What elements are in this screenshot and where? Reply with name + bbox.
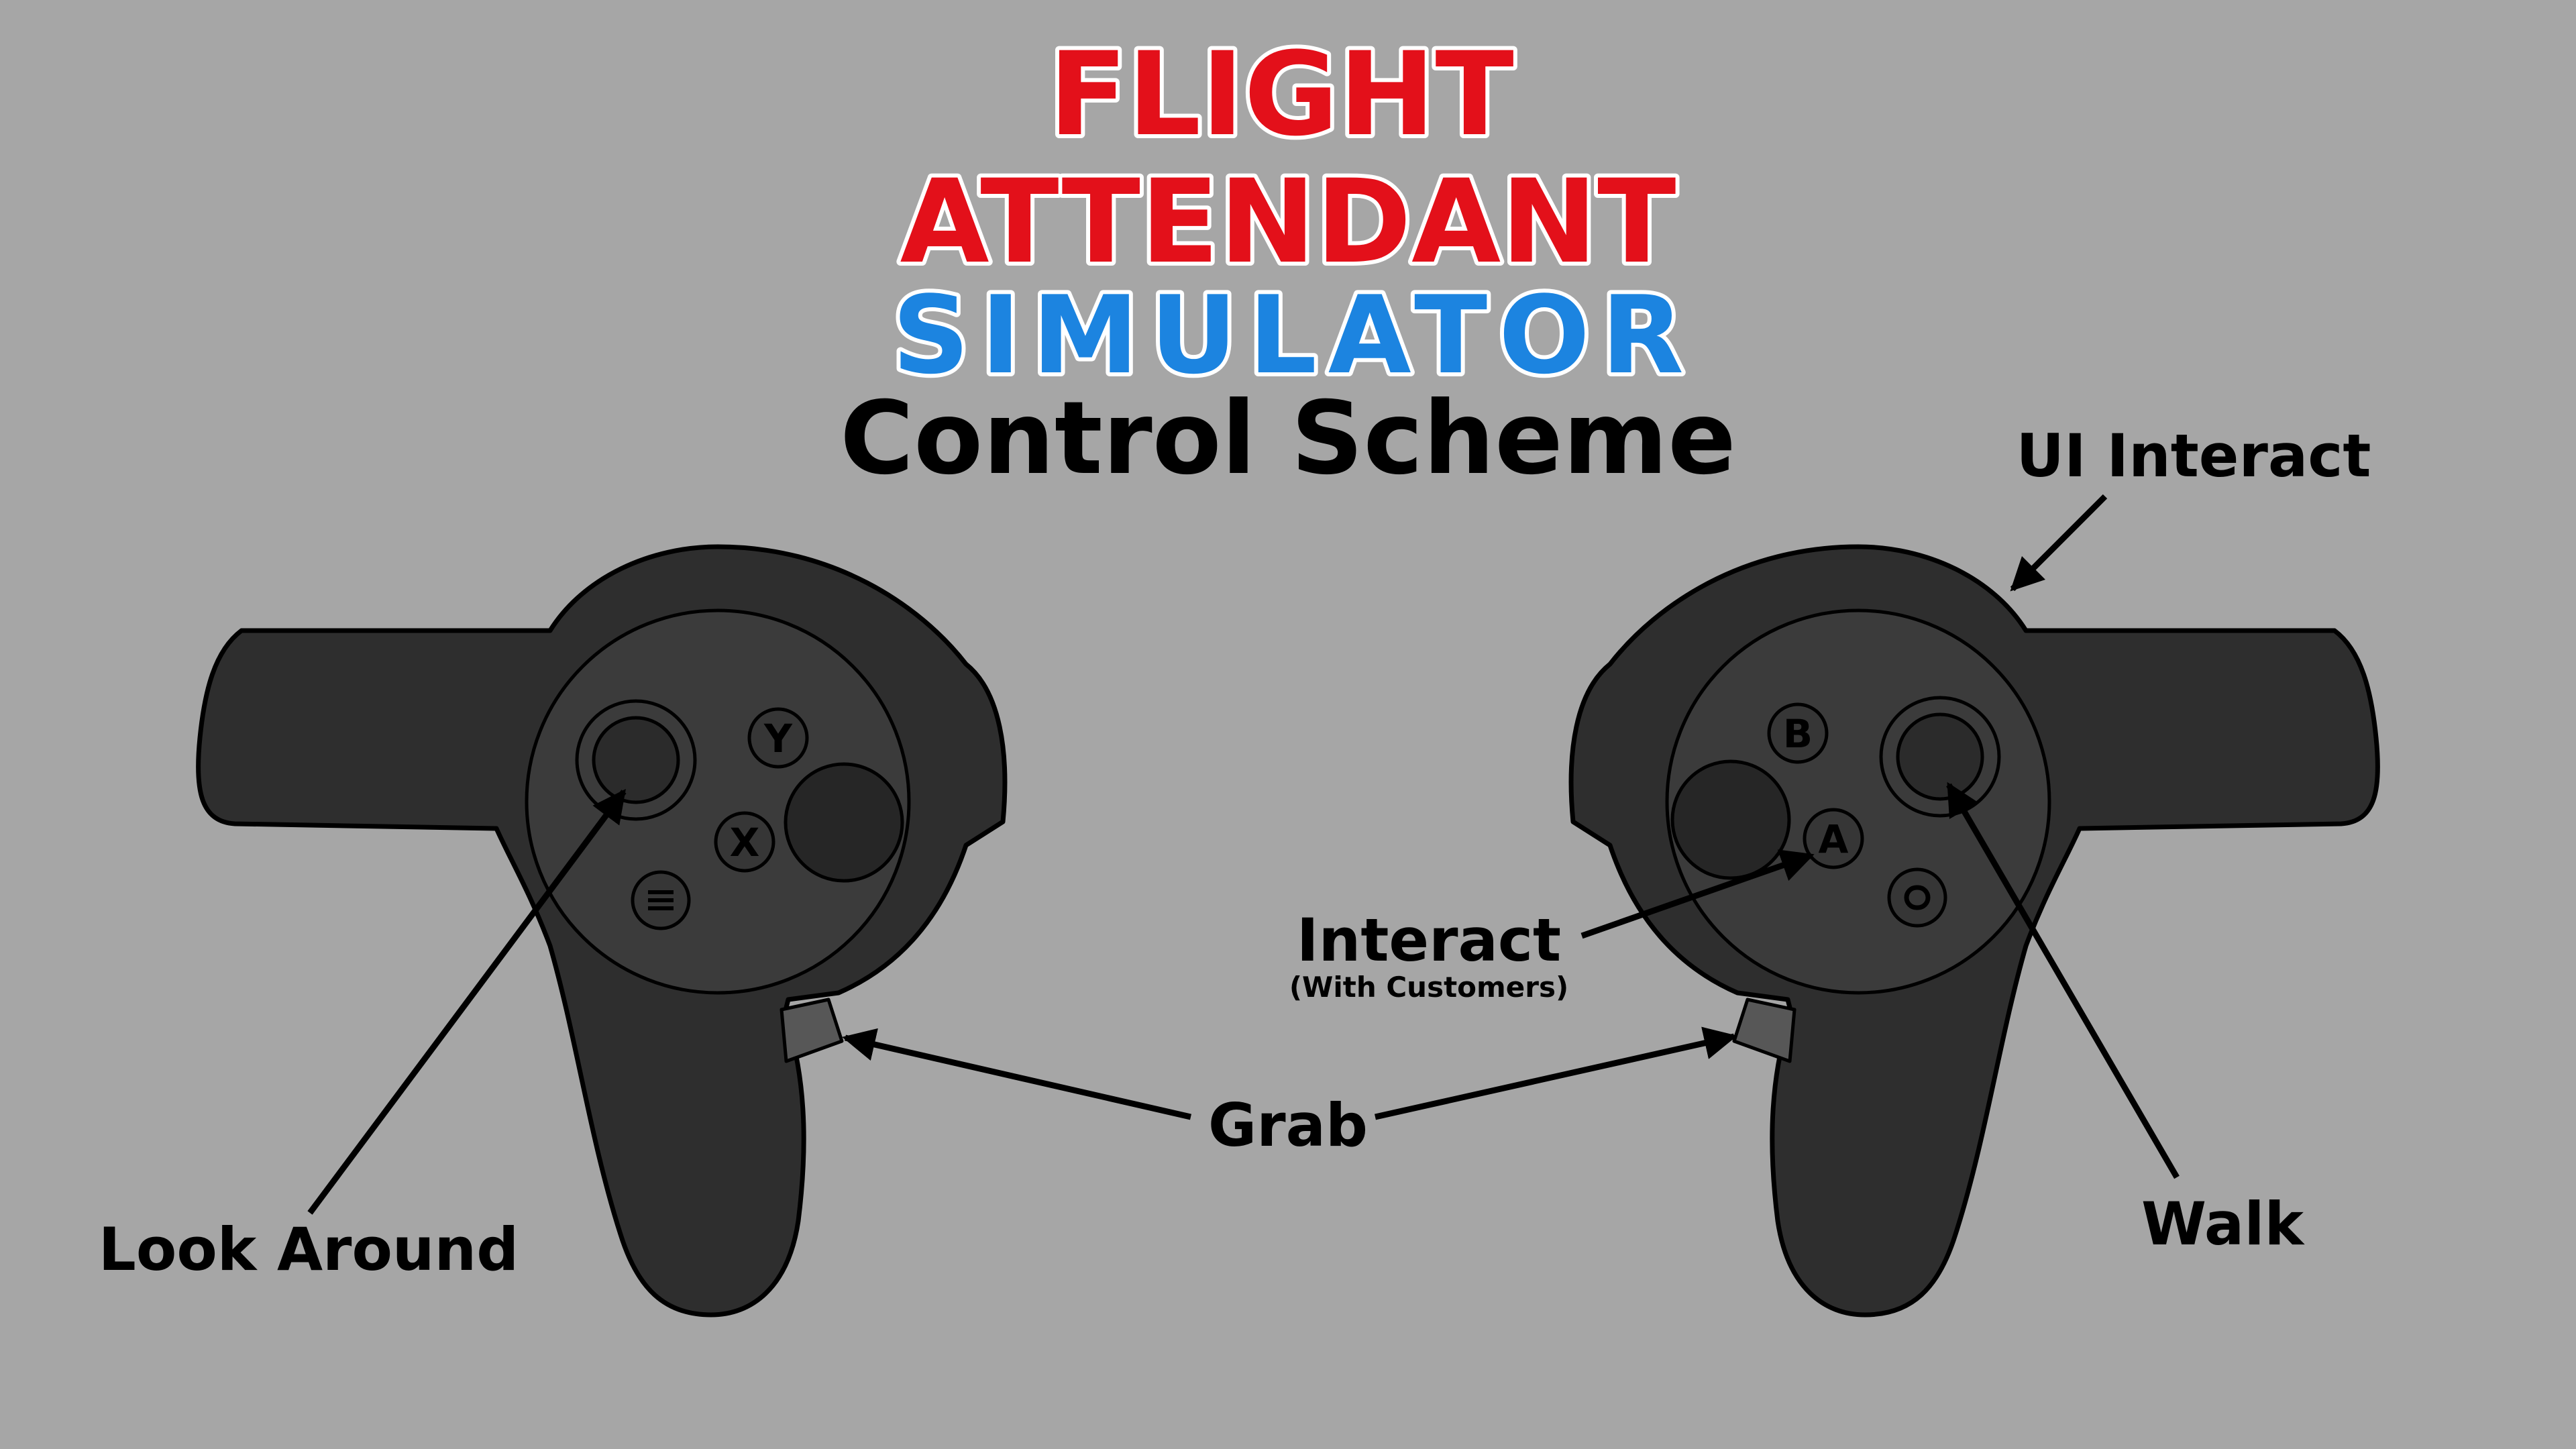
right-controller: B A [1568, 544, 2380, 1318]
a-button[interactable]: A [1803, 808, 1864, 869]
menu-button-icon[interactable] [631, 870, 691, 930]
title-block: FLIGHT ATTENDANT SIMULATOR Control Schem… [840, 23, 1736, 497]
grab-arrow-right [1375, 1026, 1737, 1120]
left-grab-trigger-icon[interactable] [780, 998, 844, 1063]
page-subtitle: Control Scheme [840, 380, 1736, 497]
ui-interact-arrow [2010, 494, 2108, 592]
left-thumbstick-icon[interactable] [575, 699, 697, 821]
grab-arrow-left [842, 1028, 1192, 1120]
right-blank-button-icon[interactable] [1670, 759, 1791, 880]
b-button-label: B [1783, 711, 1813, 757]
y-button[interactable]: Y [747, 707, 809, 769]
left-controller: Y X [196, 544, 1008, 1318]
interact-note-label: (With Customers) [1289, 971, 1568, 1004]
title-line-flight: FLIGHT [1049, 27, 1514, 162]
a-button-label: A [1819, 816, 1849, 862]
interact-arrow [1580, 849, 1815, 939]
y-button-label: Y [763, 716, 793, 761]
look-around-arrow [307, 789, 627, 1215]
x-button[interactable]: X [714, 811, 775, 873]
walk-label: Walk [2141, 1189, 2305, 1258]
walk-arrow [1946, 782, 2180, 1179]
x-button-label: X [730, 820, 760, 865]
grab-label: Grab [1208, 1091, 1368, 1160]
right-thumbstick-icon[interactable] [1879, 696, 2001, 818]
b-button[interactable]: B [1767, 702, 1829, 764]
callout-arrows [307, 494, 2180, 1215]
left-blank-button-icon[interactable] [784, 762, 904, 883]
callout-labels: Look Around Grab Interact (With Customer… [99, 421, 2371, 1284]
right-grab-trigger-icon[interactable] [1732, 998, 1796, 1063]
oculus-button-icon[interactable] [1887, 867, 1947, 928]
title-line-attendant: ATTENDANT [900, 154, 1676, 289]
interact-label: Interact [1297, 906, 1561, 975]
ui-interact-label: UI Interact [2017, 421, 2371, 490]
look-around-label: Look Around [99, 1215, 519, 1284]
title-line-simulator: SIMULATOR [892, 272, 1684, 398]
